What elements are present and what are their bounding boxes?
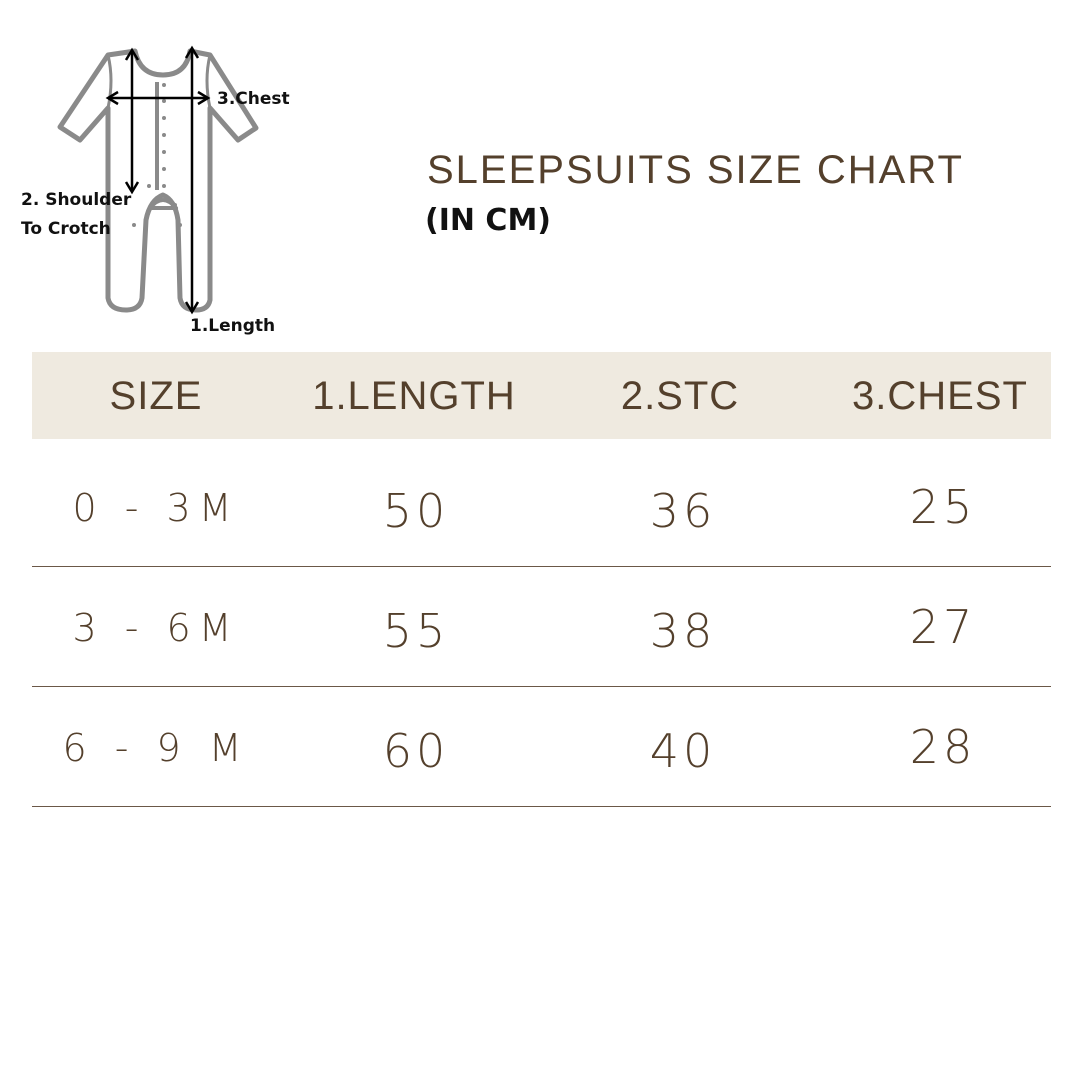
cell-size: 6 - 9 M bbox=[62, 726, 250, 770]
sleepsuit-diagram bbox=[57, 45, 259, 315]
cell-size: 0 - 3M bbox=[72, 486, 240, 530]
sleepsuit-outline bbox=[57, 48, 259, 313]
page-title: SLEEPSUITS SIZE CHART bbox=[427, 148, 964, 192]
cell-stc: 38 bbox=[649, 604, 717, 658]
table-header: SIZE 1.LENGTH 2.STC 3.CHEST bbox=[32, 352, 1051, 439]
table-row: 0 - 3M 50 36 25 bbox=[32, 446, 1051, 567]
header-chest: 3.CHEST bbox=[852, 374, 1028, 418]
cell-length: 60 bbox=[382, 724, 450, 778]
stc-label-line1: 2. Shoulder bbox=[21, 190, 132, 210]
length-label: 1.Length bbox=[190, 316, 276, 336]
cell-size: 3 - 6M bbox=[72, 606, 240, 650]
table-row: 6 - 9 M 60 40 28 bbox=[32, 686, 1051, 807]
cell-stc: 36 bbox=[649, 484, 717, 538]
cell-stc: 40 bbox=[649, 724, 717, 778]
cell-length: 50 bbox=[382, 484, 450, 538]
page-subtitle: (IN CM) bbox=[425, 203, 552, 238]
header-length: 1.LENGTH bbox=[312, 374, 516, 418]
cell-chest: 25 bbox=[909, 480, 977, 534]
cell-chest: 27 bbox=[909, 600, 977, 654]
stc-label-line2: To Crotch bbox=[21, 219, 111, 239]
header-size: SIZE bbox=[109, 374, 203, 418]
chest-label: 3.Chest bbox=[217, 89, 290, 109]
table-row: 3 - 6M 55 38 27 bbox=[32, 566, 1051, 687]
cell-chest: 28 bbox=[909, 720, 977, 774]
cell-length: 55 bbox=[382, 604, 450, 658]
header-stc: 2.STC bbox=[620, 374, 740, 418]
